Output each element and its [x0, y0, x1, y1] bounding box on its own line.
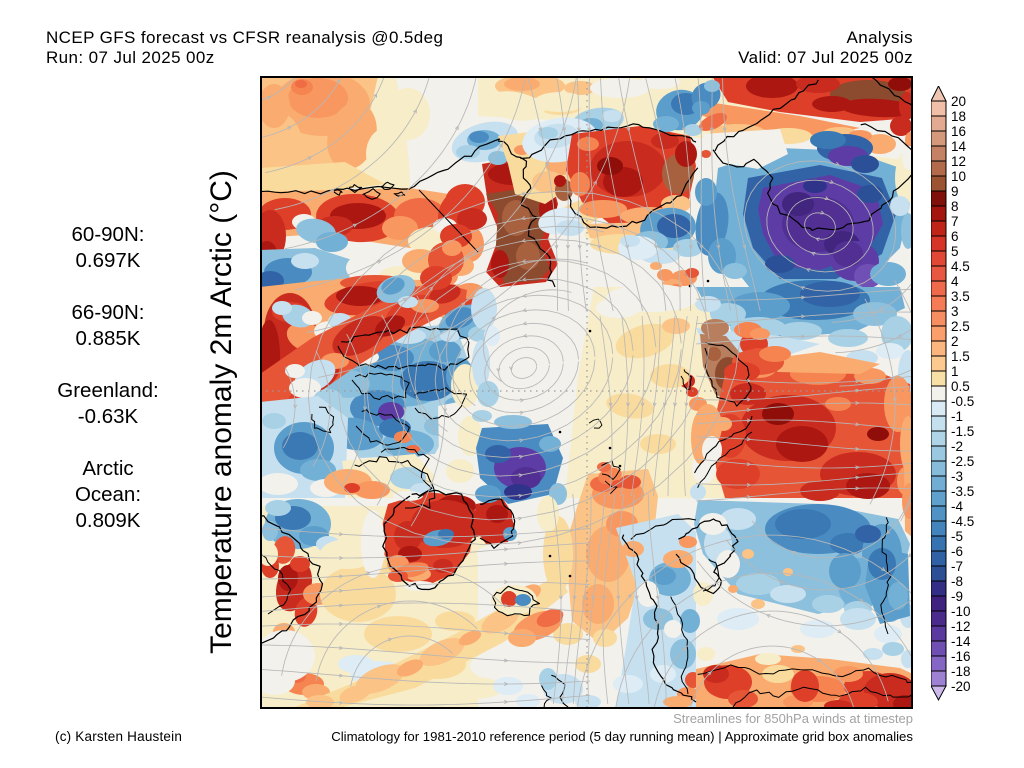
svg-text:0.5: 0.5: [951, 379, 970, 394]
svg-text:-4.5: -4.5: [951, 514, 974, 529]
svg-text:-3: -3: [951, 469, 963, 484]
svg-text:18: 18: [951, 109, 966, 124]
svg-text:-2: -2: [951, 439, 963, 454]
svg-text:20: 20: [951, 94, 966, 109]
svg-text:4: 4: [951, 274, 959, 289]
svg-text:12: 12: [951, 154, 966, 169]
svg-text:-1: -1: [951, 409, 963, 424]
svg-text:-3.5: -3.5: [951, 484, 974, 499]
svg-text:2: 2: [951, 334, 959, 349]
svg-text:8: 8: [951, 199, 959, 214]
svg-text:-20: -20: [951, 679, 971, 694]
svg-text:1.5: 1.5: [951, 349, 970, 364]
svg-text:-16: -16: [951, 649, 971, 664]
svg-text:-18: -18: [951, 664, 971, 679]
svg-text:-2.5: -2.5: [951, 454, 974, 469]
svg-text:9: 9: [951, 184, 959, 199]
svg-text:3: 3: [951, 304, 959, 319]
svg-text:-6: -6: [951, 544, 963, 559]
svg-text:-8: -8: [951, 574, 963, 589]
svg-text:-7: -7: [951, 559, 963, 574]
svg-text:1: 1: [951, 364, 959, 379]
svg-text:16: 16: [951, 124, 966, 139]
svg-text:-5: -5: [951, 529, 963, 544]
svg-text:-9: -9: [951, 589, 963, 604]
svg-text:-12: -12: [951, 619, 971, 634]
svg-text:3.5: 3.5: [951, 289, 970, 304]
svg-text:-14: -14: [951, 634, 971, 649]
svg-text:6: 6: [951, 229, 959, 244]
svg-text:7: 7: [951, 214, 959, 229]
svg-text:10: 10: [951, 169, 966, 184]
svg-text:-0.5: -0.5: [951, 394, 974, 409]
svg-text:-10: -10: [951, 604, 971, 619]
svg-text:-4: -4: [951, 499, 963, 514]
svg-text:14: 14: [951, 139, 967, 154]
svg-text:5: 5: [951, 244, 959, 259]
svg-text:4.5: 4.5: [951, 259, 970, 274]
svg-text:-1.5: -1.5: [951, 424, 974, 439]
svg-text:2.5: 2.5: [951, 319, 970, 334]
